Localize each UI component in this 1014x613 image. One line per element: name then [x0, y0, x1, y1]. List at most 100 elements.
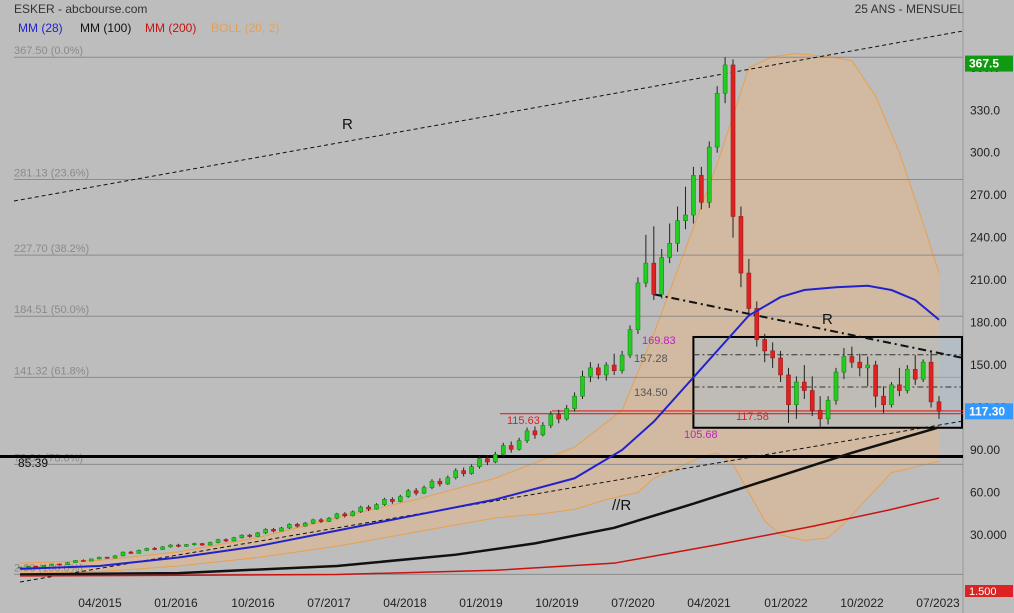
- candle-body: [849, 356, 855, 363]
- candle-body: [865, 364, 870, 369]
- candle-body: [699, 175, 704, 203]
- y-tick-label: 270.00: [970, 188, 1007, 202]
- fibonacci-level-label: 184.51 (50.0%): [14, 304, 89, 316]
- candle-body: [564, 408, 569, 420]
- chart-symbol-source: ESKER - abcbourse.com: [14, 2, 148, 16]
- candle-body: [825, 400, 831, 420]
- candle-body: [239, 534, 245, 539]
- x-tick-label: 01/2016: [154, 596, 198, 610]
- candle-body: [160, 546, 165, 550]
- candle-body: [873, 364, 878, 397]
- candle-body: [65, 562, 70, 566]
- candle-body: [794, 381, 799, 405]
- candle-body: [287, 524, 292, 529]
- candle-body: [691, 175, 696, 216]
- moving-average-line: [19, 426, 940, 576]
- candle-body: [184, 544, 189, 547]
- candle-body: [73, 560, 78, 563]
- candle-body: [754, 308, 760, 340]
- y-tick-label: 300.0: [970, 146, 1000, 160]
- candle-body: [841, 356, 847, 373]
- candle-body: [548, 414, 554, 426]
- candle-body: [817, 410, 823, 420]
- candle-body: [469, 466, 474, 474]
- y-tick-label: 210.00: [970, 273, 1007, 287]
- fibonacci-level-label: 141.32 (61.8%): [14, 365, 89, 377]
- candle-body: [905, 368, 910, 391]
- candle-body: [294, 524, 300, 527]
- candle-body: [263, 529, 268, 534]
- candle-body: [191, 543, 197, 545]
- high-price-tag-box: [965, 55, 1013, 72]
- legend-mm100: MM (100): [80, 21, 132, 35]
- mm200-price-tag-box: [965, 585, 1013, 597]
- candle-body: [413, 490, 419, 494]
- x-tick-label: 10/2016: [231, 596, 275, 610]
- x-tick-label: 01/2022: [764, 596, 808, 610]
- resistance-trendline-right: [653, 293, 964, 359]
- candle-body: [889, 384, 894, 405]
- candle-body: [89, 558, 94, 562]
- candle-body: [485, 458, 490, 463]
- candle-body: [215, 539, 221, 543]
- candle-body: [675, 220, 680, 244]
- fibonacci-level-label: 227.70 (38.2%): [14, 243, 89, 255]
- price-label-134-50: 134.50: [634, 387, 668, 399]
- candle-body: [714, 92, 720, 148]
- candle-body: [49, 563, 54, 566]
- fibonacci-level-label: 281.13 (23.6%): [14, 167, 89, 179]
- bollinger-upper-line: [19, 53, 940, 564]
- candle-body: [493, 454, 498, 463]
- candle-body: [144, 548, 150, 551]
- candle-body: [318, 519, 324, 522]
- x-tick-label: 04/2015: [78, 596, 122, 610]
- candle-body: [429, 480, 435, 488]
- candle-body: [374, 504, 379, 510]
- candle-body: [397, 496, 403, 502]
- candle-body: [619, 354, 625, 371]
- candle-body: [390, 499, 395, 502]
- candle-body: [366, 506, 371, 510]
- candle-body: [603, 364, 609, 376]
- candle-body: [41, 565, 47, 568]
- candle-body: [342, 513, 348, 517]
- candle-body: [667, 243, 672, 258]
- candle-body: [57, 563, 62, 566]
- candle-body: [255, 532, 260, 537]
- candle-body: [310, 519, 316, 524]
- candle-body: [611, 364, 617, 371]
- candle-body: [516, 440, 522, 450]
- candle-body: [936, 401, 942, 412]
- candle-body: [358, 506, 363, 513]
- candle-body: [627, 329, 633, 356]
- candle-body: [382, 499, 387, 505]
- candle-body: [651, 262, 657, 295]
- candle-body: [453, 470, 459, 478]
- moving-average-line: [19, 284, 940, 570]
- candle-body: [809, 390, 815, 411]
- candle-body: [659, 257, 665, 295]
- x-tick-label: 10/2019: [535, 596, 579, 610]
- candle-body: [207, 542, 213, 546]
- candle-body: [635, 282, 641, 330]
- candle-body: [500, 445, 506, 455]
- candle-body: [168, 544, 173, 548]
- x-tick-label: 10/2022: [840, 596, 884, 610]
- candle-body: [461, 470, 466, 474]
- candle-body: [176, 544, 181, 547]
- candle-body: [136, 550, 142, 554]
- price-label-117-58: 117.58: [736, 411, 769, 423]
- candle-body: [912, 368, 918, 380]
- candle-body: [112, 555, 118, 559]
- candle-body: [802, 381, 807, 391]
- fibonacci-level-label: 367.50 (0.0%): [14, 45, 83, 57]
- candle-body: [778, 357, 783, 376]
- resistance-label-top: R: [342, 116, 353, 133]
- x-tick-label: 04/2018: [383, 596, 427, 610]
- candle-body: [247, 534, 253, 537]
- candle-body: [350, 511, 356, 517]
- bollinger-band-fill: [20, 53, 939, 574]
- candle-body: [279, 527, 284, 532]
- candle-body: [437, 480, 443, 485]
- legend-bollinger: BOLL (20, 2): [211, 21, 280, 35]
